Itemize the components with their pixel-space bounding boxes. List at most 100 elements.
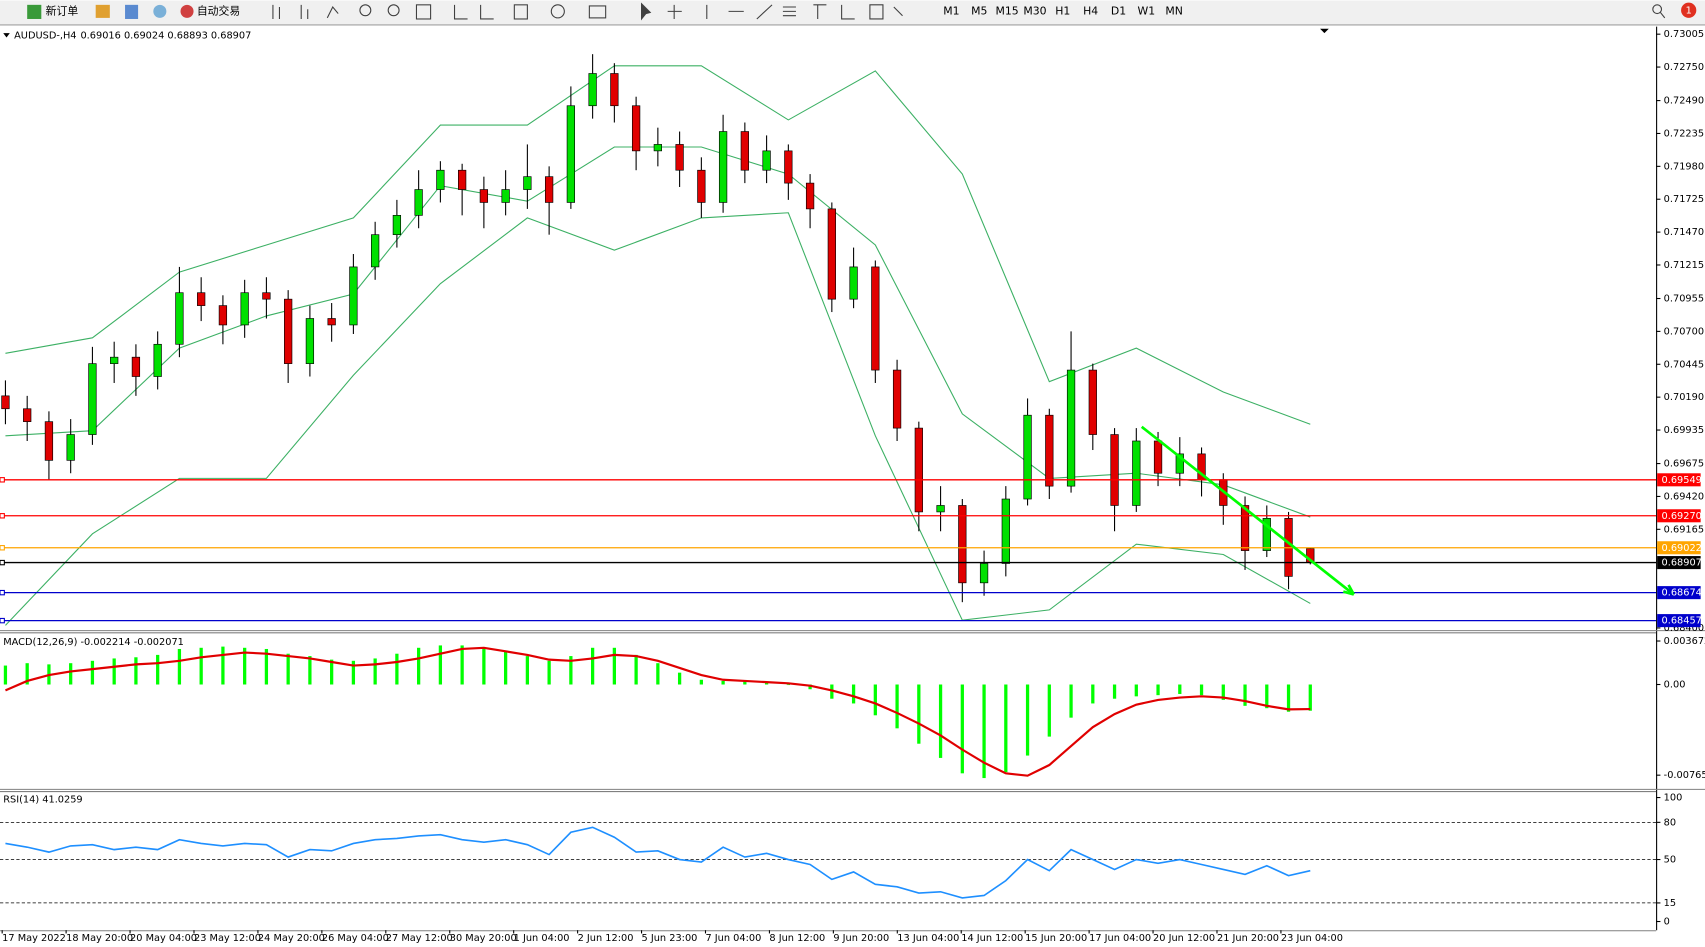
candle-body [436,169,445,190]
y-tick-label: 0.003672 [1664,636,1705,647]
macd-bar [808,684,812,690]
candle-body [871,266,880,371]
candle-body [566,105,576,203]
candle-body [88,363,97,435]
x-tick-label: 27 May 12:00 [386,933,453,944]
price-level-tag [1657,509,1701,523]
price-level-tag [1657,556,1701,570]
macd-bar [1156,684,1160,696]
macd-bar [482,647,486,685]
search-handle [1659,12,1666,19]
new-order-icon[interactable] [27,4,42,19]
toolbar-icon[interactable] [125,4,139,19]
candle-body [305,318,315,364]
candle-body [740,131,749,171]
templates-icon[interactable] [588,5,607,19]
auto-trading-icon[interactable] [180,4,194,18]
candle-body [1132,440,1141,506]
price-level-marker [0,513,5,519]
candle-body [1045,414,1054,487]
rsi-title: RSI(14) 41.0259 [3,795,82,806]
search-icon[interactable] [1652,4,1663,15]
y-tick-label: 0.71725 [1664,194,1704,205]
zoom-out-icon[interactable] [387,4,400,17]
scroll-icons[interactable] [453,4,494,20]
macd-bar [1134,684,1138,697]
toolbar-icon[interactable] [153,4,167,18]
cursor-icon[interactable] [641,2,652,21]
chart-type-icons[interactable] [272,4,339,19]
y-tick-label: 0.00 [1664,680,1686,691]
timeframe-button[interactable]: M5 [971,4,987,17]
y-tick-label: 0.69675 [1664,459,1704,470]
candle-body [197,292,206,306]
price-level-tag [1657,473,1701,487]
macd-bar [743,680,747,685]
y-tick-label: 0.70445 [1664,359,1704,370]
timeframe-button[interactable]: D1 [1111,4,1126,17]
tile-icon[interactable] [415,4,432,20]
macd-bar [243,647,247,685]
chart-window [0,26,1705,947]
candle-body [1240,505,1250,551]
notification-badge[interactable] [1681,2,1697,18]
candle-body [1001,498,1010,564]
macd-bar [873,684,877,716]
timeframe-button[interactable]: W1 [1137,4,1155,17]
timeframe-button[interactable]: H1 [1055,4,1070,17]
macd-bar [1286,684,1291,712]
x-tick-label: 7 Jun 04:00 [705,933,761,944]
price-level-marker [0,589,5,596]
timeframe-bar: M1 M5 M15 M30 H1 H4 D1 W1 MN [943,4,1183,17]
macd-bar [677,672,682,685]
x-tick-label: 2 Jun 12:00 [578,933,634,944]
candle-body [914,427,923,513]
macd-bar [351,660,356,685]
y-tick-label: 0.68400 [1664,623,1704,634]
x-tick-label: 30 May 20:00 [450,933,517,944]
macd-bar [938,684,943,758]
macd-bar [547,660,551,685]
macd-bar [308,656,312,685]
candle-body [284,298,293,364]
zoom-in-icon[interactable] [359,4,372,17]
y-tick-label: 0.70700 [1664,326,1704,337]
timeframe-button[interactable]: H4 [1083,4,1098,17]
period-icon[interactable] [550,4,565,19]
candle-body [979,563,989,584]
x-tick-label: 24 May 20:00 [258,933,325,944]
x-tick-label: 1 Jun 04:00 [514,933,570,944]
candle-body [1023,414,1032,500]
symbol-title: AUDUSD-,H4 [14,30,76,41]
macd-bar [764,682,769,685]
macd-bar [25,663,29,685]
x-tick-label: 14 Jun 12:00 [961,933,1023,944]
timeframe-button[interactable]: MN [1165,4,1183,17]
drawing-tools[interactable] [667,4,903,20]
candle-body [66,434,75,461]
macd-bar [1025,684,1030,756]
macd-bar [1178,684,1182,694]
macd-bar [199,647,203,685]
candle-body [610,73,619,107]
x-tick-label: 8 Jun 12:00 [769,933,825,944]
timeframe-button[interactable]: M30 [1023,4,1046,17]
new-order-button[interactable]: 新订单 [46,3,79,17]
candle-body [1262,518,1271,551]
timeframe-button[interactable]: M15 [996,4,1019,17]
ohlc-label: 0.69016 0.69024 0.68893 0.68907 [80,30,251,41]
auto-trading-button[interactable]: 自动交易 [197,3,240,17]
notification-count: 1 [1686,5,1692,16]
macd-bar [1004,684,1008,773]
timeframe-button[interactable]: M1 [943,4,959,17]
toolbar-icon[interactable] [95,4,110,18]
y-tick-label: 100 [1664,793,1683,804]
y-tick-label: 0.70955 [1664,294,1704,305]
trendline [1140,425,1355,596]
macd-bar [3,665,8,685]
macd-bar [1243,684,1247,706]
x-tick-label: 5 Jun 23:00 [642,933,698,944]
macd-bar [1308,684,1312,711]
indicators-icon[interactable] [513,4,528,20]
candle-body [544,176,554,203]
